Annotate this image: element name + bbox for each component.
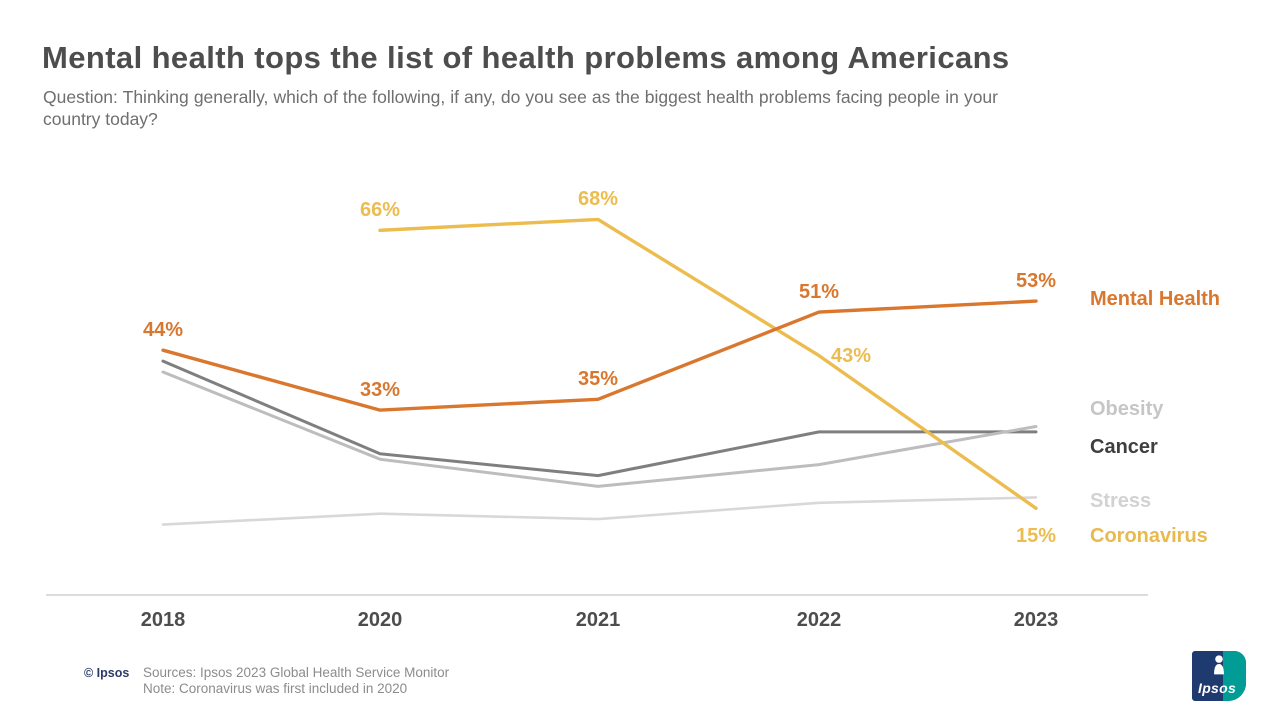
data-label-mental-health-2023: 53% xyxy=(1015,270,1057,293)
chart-question: Question: Thinking generally, which of t… xyxy=(43,87,998,129)
data-label-coronavirus-2020: 66% xyxy=(359,199,401,222)
legend-label-cancer: Cancer xyxy=(1090,436,1158,458)
x-axis-baseline xyxy=(46,594,1148,596)
logo-teal-panel xyxy=(1223,651,1246,701)
x-tick-2018: 2018 xyxy=(140,609,186,631)
data-label-mental-health-2022: 51% xyxy=(798,281,840,304)
x-tick-2020: 2020 xyxy=(357,609,403,631)
line-stress xyxy=(161,496,1038,526)
legend-label-stress: Stress xyxy=(1090,490,1152,512)
copyright-text: © Ipsos xyxy=(84,666,130,680)
logo-wordmark: Ipsos xyxy=(1198,680,1237,696)
ipsos-logo: Ipsos xyxy=(1192,651,1246,701)
legend-label-mental-health: Mental Health xyxy=(1090,288,1221,310)
source-note-block: Sources: Ipsos 2023 Global Health Servic… xyxy=(143,665,449,696)
line-mental-health xyxy=(161,299,1038,412)
data-label-mental-health-2021: 35% xyxy=(577,368,619,391)
x-tick-2021: 2021 xyxy=(575,609,621,631)
note-line: Note: Coronavirus was first included in … xyxy=(143,680,408,696)
line-cancer xyxy=(161,359,1038,478)
x-tick-2022: 2022 xyxy=(796,609,842,631)
data-label-coronavirus-2023: 15% xyxy=(1015,525,1057,548)
legend-label-coronavirus: Coronavirus xyxy=(1090,525,1208,547)
legend-label-obesity: Obesity xyxy=(1090,398,1164,420)
data-label-coronavirus-2022: 43% xyxy=(831,344,872,367)
data-label-coronavirus-2021: 68% xyxy=(577,188,619,211)
logo-figure-icon xyxy=(1214,655,1224,675)
data-label-mental-health-2020: 33% xyxy=(359,379,401,402)
line-coronavirus xyxy=(378,217,1038,510)
data-label-mental-health-2018: 44% xyxy=(142,319,184,342)
source-line: Sources: Ipsos 2023 Global Health Servic… xyxy=(143,665,450,680)
line-obesity xyxy=(161,370,1038,488)
page-title: Mental health tops the list of health pr… xyxy=(42,40,1010,75)
x-tick-2023: 2023 xyxy=(1013,609,1059,631)
